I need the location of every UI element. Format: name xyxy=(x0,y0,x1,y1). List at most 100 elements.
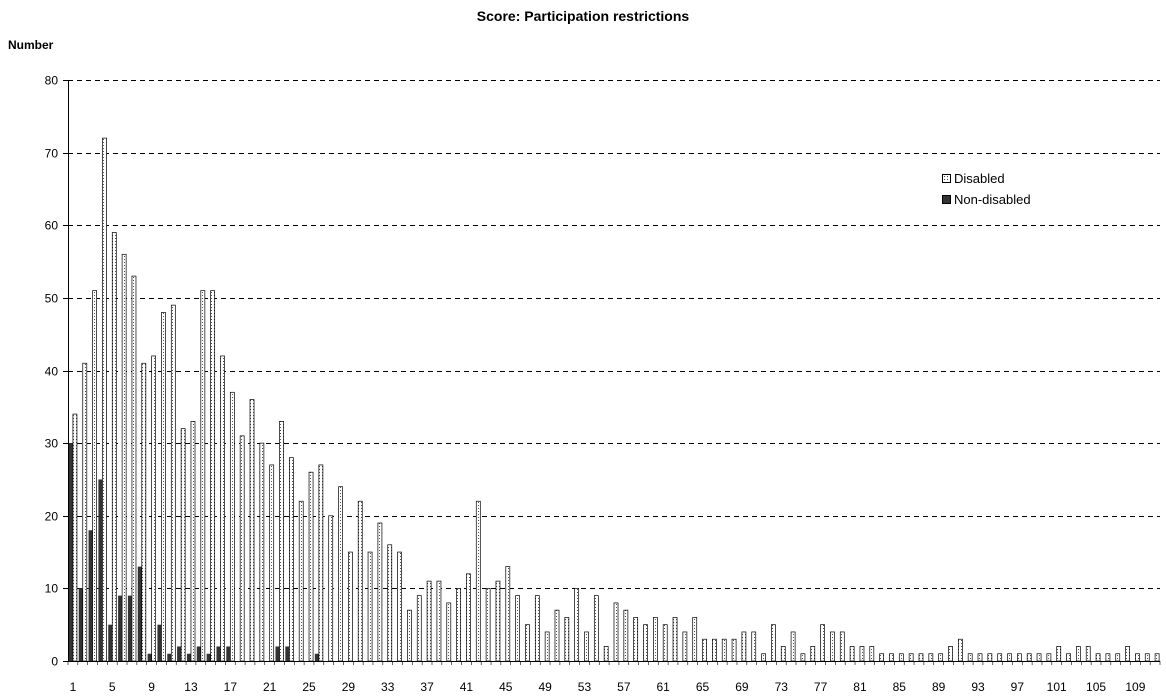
bar-disabled xyxy=(387,544,393,662)
bar-disabled xyxy=(800,653,806,662)
x-tick-label: 53 xyxy=(578,680,592,694)
bar-disabled xyxy=(1125,646,1130,662)
bar-disabled xyxy=(161,312,166,662)
bar-disabled xyxy=(92,290,97,662)
bar-disabled xyxy=(446,602,452,662)
bar-non-disabled xyxy=(118,595,123,661)
bar-disabled xyxy=(662,624,668,662)
bar-disabled xyxy=(1056,646,1062,662)
bar-disabled xyxy=(967,653,973,662)
bar-non-disabled xyxy=(157,624,162,661)
bar-disabled xyxy=(170,304,176,662)
bar-non-disabled xyxy=(275,646,280,661)
bar-disabled xyxy=(1154,653,1160,662)
x-tick-label: 1 xyxy=(70,680,77,694)
x-tick-label: 69 xyxy=(735,680,749,694)
bar-disabled xyxy=(1046,653,1052,662)
bar-disabled xyxy=(593,595,599,662)
x-tick-label: 109 xyxy=(1125,680,1145,694)
legend-swatch-disabled xyxy=(942,174,951,183)
bar-disabled xyxy=(613,602,619,662)
x-tick-label: 73 xyxy=(775,680,789,694)
bar-disabled xyxy=(741,631,747,662)
bar-disabled xyxy=(938,653,944,662)
x-tick-label: 21 xyxy=(263,680,277,694)
bar-disabled xyxy=(466,573,471,662)
bar-disabled xyxy=(790,631,796,662)
x-tick-label: 49 xyxy=(538,680,552,694)
x-tick-label: 61 xyxy=(657,680,671,694)
bar-disabled xyxy=(1115,653,1121,662)
bar-disabled xyxy=(869,646,875,662)
bar-disabled xyxy=(908,653,914,662)
bar-non-disabled xyxy=(196,646,201,661)
x-tick-label: 45 xyxy=(499,680,513,694)
bar-disabled xyxy=(761,653,766,662)
bar-disabled xyxy=(426,580,432,662)
bar-non-disabled xyxy=(147,653,152,661)
bar-disabled xyxy=(318,464,324,662)
bar-disabled xyxy=(820,624,825,662)
bar-non-disabled xyxy=(167,653,172,661)
bar-disabled xyxy=(584,631,589,662)
bar-disabled xyxy=(515,595,521,662)
x-tick-label: 77 xyxy=(814,680,828,694)
y-tick-label: 30 xyxy=(45,437,59,451)
bar-disabled xyxy=(407,609,412,662)
chart-title: Score: Participation restrictions xyxy=(476,8,690,24)
x-tick-label: 105 xyxy=(1086,680,1106,694)
legend-swatch-non-disabled xyxy=(942,195,951,204)
bar-non-disabled xyxy=(98,479,103,661)
bar-disabled xyxy=(771,624,776,662)
bar-non-disabled xyxy=(68,443,73,661)
bar-non-disabled xyxy=(226,646,231,661)
x-tick-label: 37 xyxy=(420,680,434,694)
bar-disabled xyxy=(525,624,530,662)
bar-disabled xyxy=(131,275,137,662)
legend-label-disabled: Disabled xyxy=(954,171,1005,186)
bar-disabled xyxy=(289,457,294,662)
x-tick-label: 29 xyxy=(342,680,356,694)
bar-disabled xyxy=(574,588,580,662)
bar-non-disabled xyxy=(186,653,191,661)
bar-disabled xyxy=(72,413,78,662)
bar-disabled xyxy=(1066,653,1071,662)
x-tick-label: 17 xyxy=(224,680,238,694)
bar-disabled xyxy=(249,399,255,662)
y-tick-label: 70 xyxy=(45,147,59,161)
bar-disabled xyxy=(259,442,265,662)
bar-disabled xyxy=(151,355,157,662)
bar-disabled xyxy=(505,566,511,662)
x-tick-label: 93 xyxy=(971,680,985,694)
bar-disabled xyxy=(298,500,304,662)
bar-non-disabled xyxy=(206,653,211,661)
x-tick-label: 65 xyxy=(696,680,710,694)
bar-disabled xyxy=(367,551,373,662)
x-tick-label: 81 xyxy=(853,680,867,694)
bar-disabled xyxy=(712,638,717,662)
bar-disabled xyxy=(830,631,835,662)
bar-disabled xyxy=(643,624,648,662)
x-tick-label: 5 xyxy=(109,680,116,694)
bar-disabled xyxy=(1144,653,1150,662)
bar-disabled xyxy=(1026,653,1032,662)
bar-disabled xyxy=(1135,653,1140,662)
bar-disabled xyxy=(751,631,757,662)
bar-disabled xyxy=(1036,653,1042,662)
x-tick-label: 33 xyxy=(381,680,395,694)
legend-item-non-disabled: Non-disabled xyxy=(942,189,1031,210)
x-tick-labels: 1 5 9 13 17 21 25 29 33 37 41 45 49 53 57 61 65 69 73 77 81 8… xyxy=(70,680,1146,694)
legend-item-disabled: Disabled xyxy=(942,168,1031,189)
bar-disabled xyxy=(780,646,786,662)
y-tick-labels: 0 10 20 30 40 50 60 70 80 xyxy=(45,74,59,669)
bar-disabled xyxy=(397,551,402,662)
x-tick-label: 97 xyxy=(1011,680,1025,694)
bar-disabled xyxy=(702,638,707,662)
bar-disabled xyxy=(721,638,727,662)
bar-disabled xyxy=(495,580,501,662)
bar-disabled xyxy=(210,290,216,662)
bar-disabled xyxy=(190,420,196,662)
bar-disabled xyxy=(859,646,865,662)
y-tick-label: 60 xyxy=(45,219,59,233)
